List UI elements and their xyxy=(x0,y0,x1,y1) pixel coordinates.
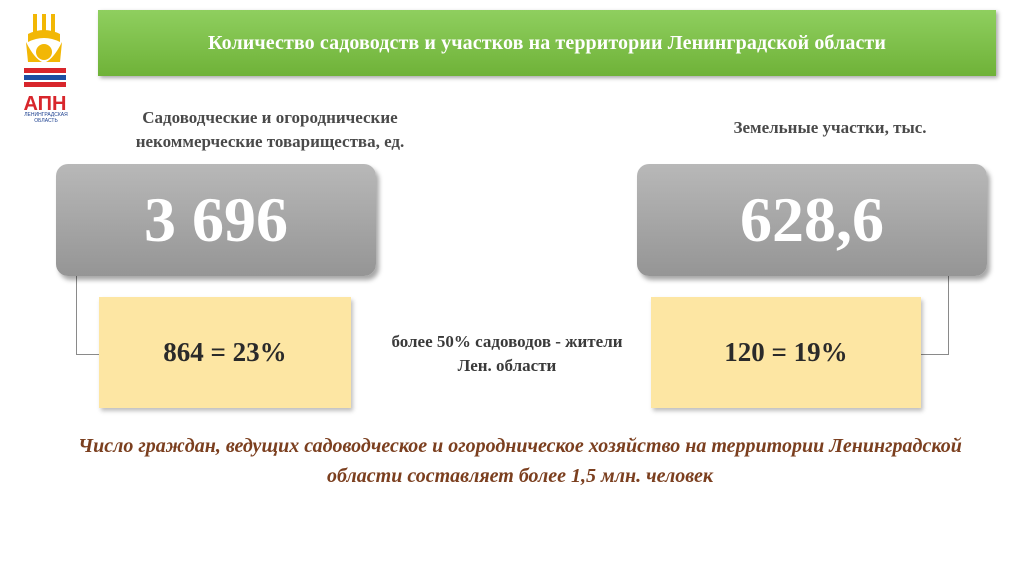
land-plots-count-value: 628,6 xyxy=(740,184,884,255)
logo-caption: ЛЕНИНГРАДСКАЯ ОБЛАСТЬ xyxy=(24,112,68,124)
right-connector xyxy=(921,276,949,355)
footer-statement: Число граждан, ведущих садоводческое и о… xyxy=(78,435,962,487)
logo-text: АПН xyxy=(24,93,67,115)
land-plots-count-box: 628,6 xyxy=(637,164,987,276)
left-caption: Садоводческие и огороднические некоммерч… xyxy=(135,108,405,151)
middle-note: более 50% садоводов - жители Лен. област… xyxy=(391,332,623,375)
associations-share-box: 864 = 23% xyxy=(99,297,351,408)
associations-count-value: 3 696 xyxy=(144,184,288,255)
apk-logo: АПН xyxy=(24,14,67,115)
associations-count-box: 3 696 xyxy=(56,164,376,276)
page-title: Количество садоводств и участков на терр… xyxy=(208,31,886,54)
right-caption: Земельные участки, тыс. xyxy=(733,118,927,137)
left-connector xyxy=(76,276,99,355)
land-plots-share-value: 120 = 19% xyxy=(724,337,848,367)
associations-share-value: 864 = 23% xyxy=(163,337,287,367)
land-plots-share-box: 120 = 19% xyxy=(651,297,921,408)
title-bar: Количество садоводств и участков на терр… xyxy=(98,10,996,76)
